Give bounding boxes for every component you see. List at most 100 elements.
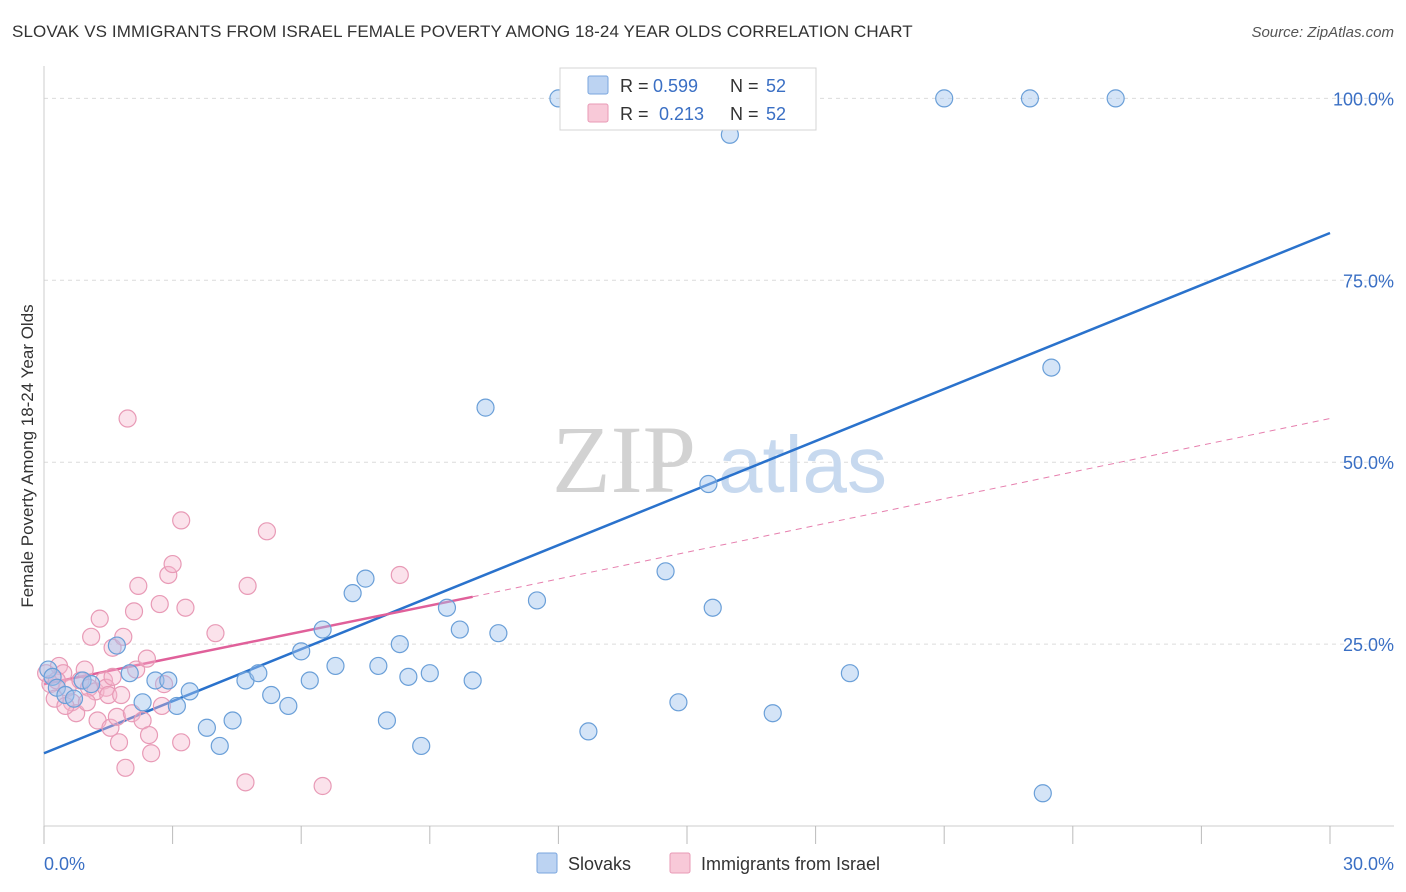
slovak-point	[463, 671, 482, 690]
slovak-point	[399, 667, 418, 686]
legend-n-value-2: 52	[766, 104, 786, 124]
slovak-point	[249, 664, 268, 683]
slovak-point	[669, 693, 688, 712]
israel-point	[97, 678, 116, 697]
tick-labels: 25.0% 50.0% 75.0% 100.0% 0.0% 30.0%	[44, 89, 1394, 874]
correlation-legend: R = 0.599 N = 52 R = 0.213 N = 52	[559, 67, 817, 131]
slovak-point	[699, 474, 718, 494]
israel-point	[142, 744, 161, 763]
israel-trend-extension	[472, 418, 1331, 598]
israel-point	[257, 522, 277, 541]
x-tick-label: 30.0%	[1343, 854, 1394, 874]
slovak-point	[292, 642, 311, 661]
israel-point	[313, 776, 332, 796]
bottom-legend-swatch-israel	[669, 852, 691, 874]
legend-n-label-1: N =	[730, 76, 759, 96]
legend-r-label-1: R =	[620, 76, 649, 96]
slovak-point	[1033, 784, 1052, 803]
slovak-point	[326, 656, 345, 676]
slovak-point	[43, 667, 62, 686]
legend-swatch-israel	[587, 103, 609, 123]
slovak-point	[1042, 358, 1061, 377]
israel-point	[172, 733, 191, 752]
slovak-point	[120, 664, 139, 683]
israel-point	[118, 409, 137, 428]
y-axis-label: Female Poverty Among 18-24 Year Olds	[18, 304, 37, 607]
slovak-point	[935, 89, 954, 108]
slovak-point	[377, 711, 397, 730]
legend-n-label-2: N =	[730, 104, 759, 124]
slovak-point	[703, 598, 722, 617]
slovak-point	[1020, 89, 1040, 108]
israel-trend-line	[43, 595, 473, 686]
slovak-point	[279, 696, 298, 716]
slovak-point	[82, 675, 101, 694]
slovak-point	[159, 671, 178, 690]
israel-point	[206, 624, 225, 643]
slovak-point	[656, 562, 675, 581]
slovak-point	[64, 689, 84, 708]
legend-r-value-2: 0.213	[659, 104, 704, 124]
slovak-point	[437, 598, 457, 617]
slovak-point	[107, 636, 126, 655]
slovak-point	[262, 685, 281, 705]
slovak-point	[146, 671, 165, 690]
grid	[44, 97, 1394, 645]
slovak-point	[210, 736, 229, 756]
slovak-point	[133, 693, 152, 712]
slovak-point	[579, 722, 598, 741]
israel-point	[152, 696, 171, 716]
israel-point	[122, 704, 141, 723]
israel-point	[82, 627, 101, 646]
series-legend: Slovaks Immigrants from Israel	[536, 852, 880, 874]
slovak-point	[420, 664, 439, 683]
y-tick-label: 50.0%	[1343, 453, 1394, 473]
slovak-point	[300, 671, 319, 690]
slovak-point	[1106, 89, 1125, 108]
axes	[43, 66, 1394, 844]
trend-lines	[43, 231, 1331, 755]
slovak-point	[313, 620, 332, 639]
israel-point	[112, 685, 131, 705]
israel-point	[116, 758, 135, 777]
bottom-legend-swatch-slovaks	[536, 852, 558, 874]
israel-point	[159, 565, 178, 585]
israel-point	[150, 594, 169, 614]
israel-point	[236, 773, 255, 792]
y-tick-label: 100.0%	[1333, 89, 1394, 109]
israel-point	[67, 704, 86, 723]
legend-r-label-2: R =	[620, 104, 649, 124]
israel-point	[163, 554, 182, 574]
chart-title: SLOVAK VS IMMIGRANTS FROM ISRAEL FEMALE …	[12, 22, 913, 41]
legend-n-value-1: 52	[766, 76, 786, 96]
israel-point	[107, 707, 126, 726]
israel-point	[124, 602, 144, 621]
israel-point	[109, 733, 129, 752]
israel-point	[176, 598, 195, 617]
slovak-point	[197, 718, 216, 737]
watermark-atlas: atlas	[718, 420, 887, 509]
israel-point	[129, 576, 148, 595]
y-tick-label: 75.0%	[1343, 271, 1394, 291]
israel-point	[101, 718, 120, 737]
israel-point	[99, 685, 118, 705]
slovak-point	[223, 711, 242, 730]
israel-point	[390, 565, 409, 585]
watermark-zip: ZIP	[552, 406, 696, 513]
slovak-point	[840, 664, 859, 683]
israel-point	[90, 609, 109, 628]
slovak-point	[489, 624, 508, 643]
slovak-point	[180, 682, 199, 701]
slovak-point	[390, 634, 409, 654]
slovak-point	[343, 584, 362, 603]
israel-point	[103, 667, 122, 686]
israel-point	[137, 649, 156, 668]
slovak-point	[476, 398, 495, 417]
slovak-trend-line	[43, 231, 1331, 755]
chart-source: Source: ZipAtlas.com	[1251, 24, 1394, 41]
slovak-point	[356, 569, 375, 588]
bottom-legend-israel: Immigrants from Israel	[701, 854, 880, 874]
slovak-point	[763, 704, 782, 723]
x-tick-label: 0.0%	[44, 854, 85, 874]
